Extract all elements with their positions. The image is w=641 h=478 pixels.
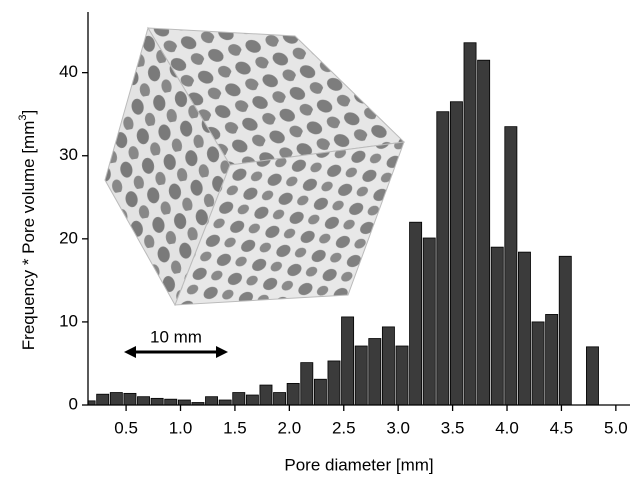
bar xyxy=(477,59,491,405)
x-tick-label: 1.0 xyxy=(169,418,193,437)
bar xyxy=(517,251,531,405)
bar xyxy=(354,345,368,405)
bar xyxy=(123,392,137,405)
bar xyxy=(368,338,382,405)
y-axis-title-main: Frequency * Pore volume [mm xyxy=(19,121,38,351)
x-tick-label: 1.5 xyxy=(223,418,247,437)
x-tick-label: 3.5 xyxy=(441,418,465,437)
bar xyxy=(422,237,436,405)
bar xyxy=(88,400,96,405)
bar xyxy=(150,397,164,405)
x-tick-label: 0.5 xyxy=(114,418,138,437)
bar xyxy=(586,346,599,405)
bar xyxy=(545,314,559,405)
bar xyxy=(96,393,110,405)
bar xyxy=(109,392,123,405)
bar xyxy=(245,394,259,405)
y-axis-title-sup: 3 xyxy=(17,115,29,121)
bar xyxy=(381,326,395,405)
bar xyxy=(327,360,341,405)
annotation: 10 mm xyxy=(150,327,202,346)
bar xyxy=(409,221,423,405)
bar xyxy=(218,399,232,405)
bar xyxy=(463,42,477,405)
x-axis-title: Pore diameter [mm] xyxy=(284,455,433,474)
y-axis-title-end: ] xyxy=(19,110,38,115)
bar xyxy=(286,382,300,405)
bar xyxy=(341,316,355,405)
x-tick-label: 4.5 xyxy=(550,418,574,437)
bar xyxy=(177,399,191,405)
bar xyxy=(300,362,314,405)
bar xyxy=(504,126,518,405)
y-tick-label: 0 xyxy=(69,394,78,413)
x-tick-label: 5.0 xyxy=(604,418,628,437)
bar xyxy=(449,101,463,405)
bar xyxy=(490,246,504,405)
bar xyxy=(164,398,178,405)
bar xyxy=(205,396,219,405)
bar xyxy=(137,396,150,405)
scale-bar xyxy=(124,346,228,358)
y-tick-label: 20 xyxy=(59,228,78,247)
x-tick-label: 2.5 xyxy=(332,418,356,437)
x-tick-label: 4.0 xyxy=(495,418,519,437)
y-axis-title: Frequency * Pore volume [mm3] xyxy=(17,110,39,350)
bar xyxy=(259,384,273,405)
y-tick-label: 40 xyxy=(59,62,78,81)
bar xyxy=(558,255,572,405)
bar xyxy=(313,378,327,405)
bars xyxy=(88,42,599,405)
foam-cube-image xyxy=(104,26,406,307)
bar xyxy=(436,111,450,405)
bar xyxy=(395,345,409,405)
x-tick-label: 3.0 xyxy=(386,418,410,437)
bar xyxy=(531,321,545,405)
bar xyxy=(232,392,246,405)
y-tick-label: 30 xyxy=(59,145,78,164)
y-tick-label: 10 xyxy=(59,311,78,330)
x-tick-label: 2.0 xyxy=(278,418,302,437)
bar xyxy=(273,392,287,405)
